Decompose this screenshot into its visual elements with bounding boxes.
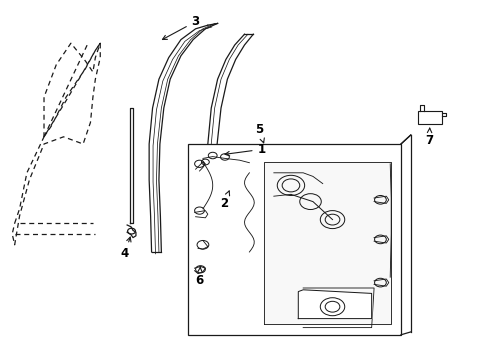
Polygon shape [206,34,253,252]
Text: 2: 2 [220,191,229,210]
Text: 1: 1 [224,143,265,156]
Polygon shape [264,162,390,324]
Text: 7: 7 [425,128,432,147]
Polygon shape [149,23,217,252]
Text: 4: 4 [121,237,131,260]
Text: 3: 3 [162,15,199,40]
Polygon shape [298,290,371,319]
Polygon shape [224,155,257,196]
Text: 6: 6 [195,267,203,287]
Bar [188,144,400,335]
Text: 5: 5 [255,123,264,143]
Polygon shape [129,108,133,223]
Bar [417,111,441,124]
